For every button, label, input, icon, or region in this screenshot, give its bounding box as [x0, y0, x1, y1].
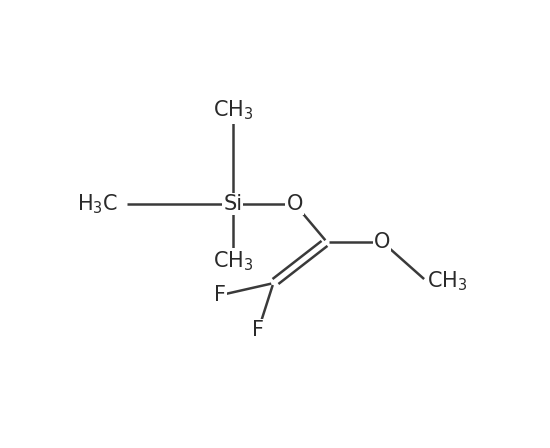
- Text: Si: Si: [223, 194, 243, 214]
- Text: CH$_3$: CH$_3$: [213, 99, 253, 122]
- Text: H$_3$C: H$_3$C: [76, 192, 118, 215]
- Text: F: F: [214, 285, 226, 305]
- Text: CH$_3$: CH$_3$: [213, 249, 253, 272]
- Text: CH$_3$: CH$_3$: [427, 270, 468, 293]
- Text: O: O: [374, 232, 390, 252]
- Text: O: O: [287, 194, 303, 214]
- Text: F: F: [252, 320, 265, 340]
